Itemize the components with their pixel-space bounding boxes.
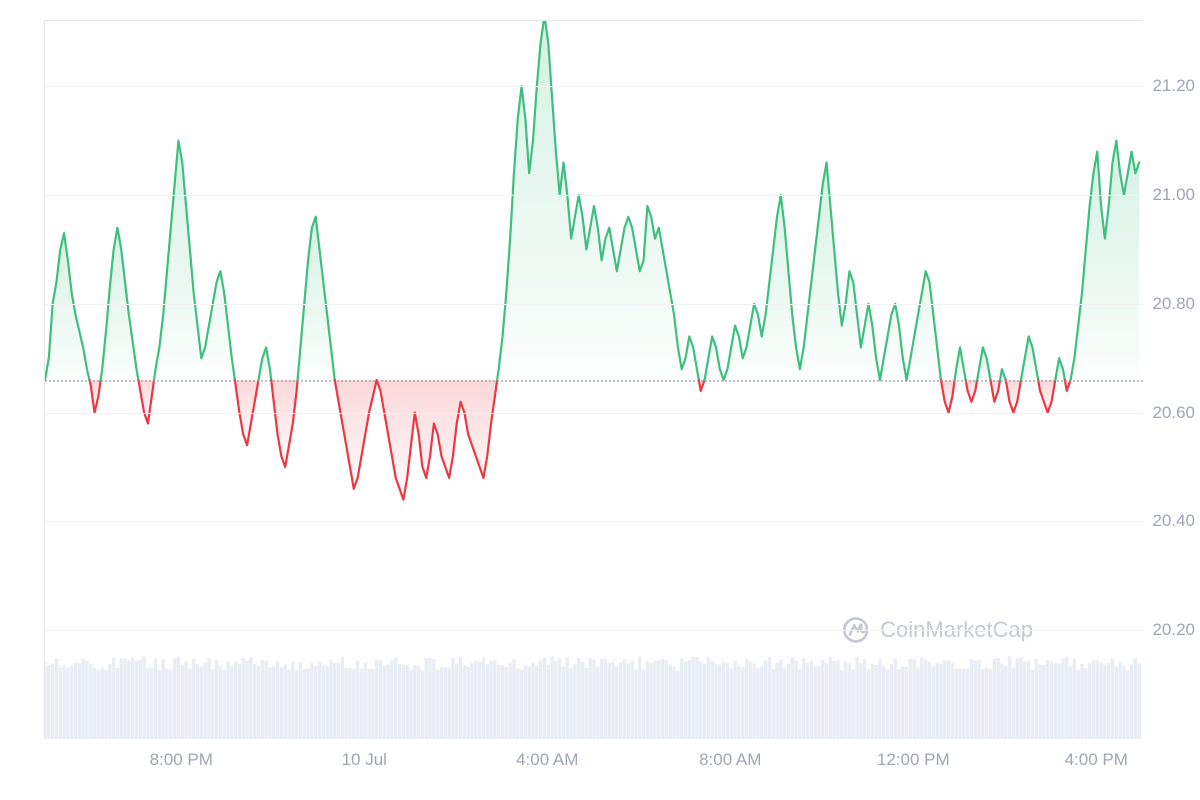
y-axis-label: 20.80 (1152, 294, 1195, 314)
y-axis-label: 20.40 (1152, 511, 1195, 531)
x-axis-label: 4:00 PM (1065, 750, 1128, 770)
x-axis-labels: 8:00 PM 10 Jul 4:00 AM 8:00 AM 12:00 PM 4:00 … (44, 750, 1142, 780)
gridline (45, 521, 1143, 522)
gridline (45, 86, 1143, 87)
x-axis-label: 10 Jul (342, 750, 387, 770)
x-axis-label: 8:00 PM (150, 750, 213, 770)
x-axis-label: 8:00 AM (699, 750, 761, 770)
y-axis-label: 21.20 (1152, 76, 1195, 96)
gridline (45, 195, 1143, 196)
gridline (45, 630, 1143, 631)
y-axis-label: 21.00 (1152, 185, 1195, 205)
gridline (45, 304, 1143, 305)
x-axis-label: 4:00 AM (516, 750, 578, 770)
price-chart[interactable]: CoinMarketCap 20.2020.4020.6020.8021.002… (44, 20, 1143, 739)
gridline (45, 413, 1143, 414)
y-axis-label: 20.60 (1152, 403, 1195, 423)
y-axis-label: 20.20 (1152, 620, 1195, 640)
x-axis-label: 12:00 PM (877, 750, 950, 770)
baseline (45, 380, 1143, 382)
